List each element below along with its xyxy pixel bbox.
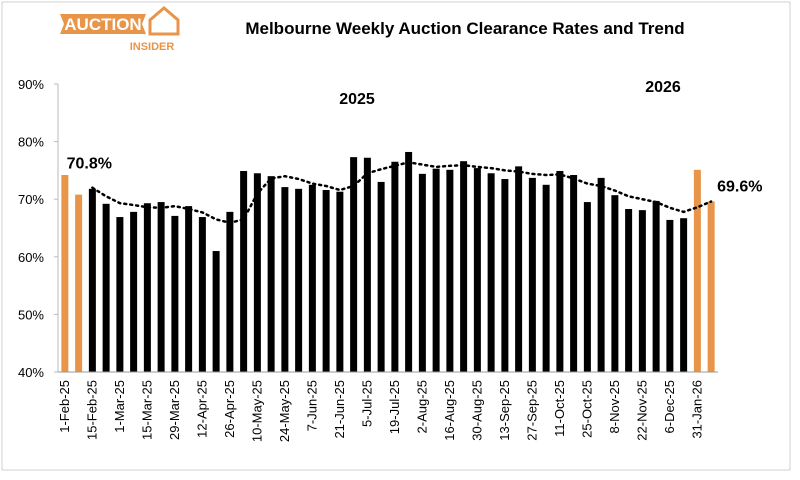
bar bbox=[88, 188, 96, 372]
x-tick-label: 1-Feb-25 bbox=[57, 380, 72, 433]
y-tick-label: 70% bbox=[18, 192, 44, 207]
y-tick-label: 90% bbox=[18, 77, 44, 92]
value-label: 69.6% bbox=[717, 179, 762, 196]
y-tick-label: 80% bbox=[18, 135, 44, 150]
y-tick-label: 60% bbox=[18, 250, 44, 265]
bar bbox=[130, 211, 138, 372]
bar bbox=[363, 157, 371, 372]
bar bbox=[185, 206, 193, 372]
x-tick-label: 21-Jun-25 bbox=[332, 380, 347, 439]
x-tick-label: 22-Nov-25 bbox=[634, 380, 649, 441]
bar bbox=[542, 184, 550, 372]
logo: AUCTION INSIDER bbox=[60, 6, 180, 53]
bar bbox=[281, 187, 289, 372]
x-tick-label: 5-Jul-25 bbox=[359, 380, 374, 427]
x-tick-label: 29-Mar-25 bbox=[167, 380, 182, 440]
bar bbox=[707, 201, 715, 372]
bar bbox=[240, 170, 248, 372]
x-tick-label: 26-Apr-25 bbox=[222, 380, 237, 438]
bar bbox=[308, 184, 316, 372]
x-tick-label: 15-Mar-25 bbox=[139, 380, 154, 440]
bar bbox=[102, 203, 110, 372]
logo-house bbox=[148, 6, 180, 36]
x-tick-label: 6-Dec-25 bbox=[662, 380, 677, 433]
bar bbox=[253, 173, 261, 372]
trend-line bbox=[91, 161, 713, 225]
bar bbox=[460, 161, 468, 372]
x-tick-label: 24-May-25 bbox=[277, 380, 292, 442]
y-tick-label: 40% bbox=[18, 365, 44, 380]
bar bbox=[693, 169, 701, 372]
bar bbox=[611, 195, 619, 372]
x-tick-label: 12-Apr-25 bbox=[194, 380, 209, 438]
bar bbox=[212, 251, 220, 372]
bar bbox=[322, 189, 330, 372]
bar bbox=[405, 151, 413, 372]
year-label: 2026 bbox=[645, 79, 681, 96]
bar bbox=[666, 219, 674, 372]
x-tick-label: 16-Aug-25 bbox=[442, 380, 457, 441]
x-tick-label: 11-Oct-25 bbox=[552, 380, 567, 437]
bar bbox=[418, 173, 426, 372]
logo-badge bbox=[60, 14, 146, 34]
bar bbox=[157, 202, 165, 372]
x-tick-label: 27-Sep-25 bbox=[524, 380, 539, 441]
x-tick-label: 2-Aug-25 bbox=[414, 380, 429, 433]
bar bbox=[652, 200, 660, 372]
x-tick-label: 19-Jul-25 bbox=[387, 380, 402, 434]
x-tick-label: 8-Nov-25 bbox=[607, 380, 622, 433]
bar bbox=[267, 176, 275, 372]
logo-subtext: INSIDER bbox=[130, 41, 175, 53]
x-tick-label: 30-Aug-25 bbox=[469, 380, 484, 441]
x-tick-label: 1-Mar-25 bbox=[112, 380, 127, 433]
bar bbox=[61, 175, 69, 372]
x-tick-label: 25-Oct-25 bbox=[579, 380, 594, 438]
bar bbox=[350, 157, 358, 372]
bar bbox=[226, 211, 234, 372]
bar bbox=[116, 217, 124, 372]
bar bbox=[570, 175, 578, 372]
bar bbox=[295, 188, 303, 372]
bar bbox=[515, 166, 523, 372]
logo-text: AUCTION bbox=[64, 15, 141, 34]
bar bbox=[473, 168, 481, 372]
bar bbox=[625, 208, 633, 372]
bar bbox=[556, 170, 564, 372]
value-label: 70.8% bbox=[67, 156, 112, 173]
y-tick-label: 50% bbox=[18, 307, 44, 322]
bar bbox=[171, 215, 179, 372]
bar bbox=[597, 177, 605, 372]
bar bbox=[446, 169, 454, 372]
bar bbox=[583, 202, 591, 372]
bar bbox=[680, 218, 688, 372]
x-tick-label: 15-Feb-25 bbox=[84, 380, 99, 440]
chart-title: Melbourne Weekly Auction Clearance Rates… bbox=[245, 19, 684, 38]
x-tick-label: 10-May-25 bbox=[249, 380, 264, 442]
x-tick-label: 7-Jun-25 bbox=[304, 380, 319, 431]
bar bbox=[638, 210, 646, 372]
bar bbox=[391, 161, 399, 372]
year-label: 2025 bbox=[339, 91, 375, 108]
bar bbox=[432, 168, 440, 372]
bar bbox=[501, 179, 509, 372]
bar bbox=[528, 177, 536, 372]
x-tick-label: 13-Sep-25 bbox=[497, 380, 512, 441]
bar bbox=[487, 173, 495, 372]
x-tick-label: 31-Jan-26 bbox=[689, 380, 704, 439]
bar bbox=[377, 181, 385, 372]
bar bbox=[143, 203, 151, 372]
bar bbox=[198, 217, 206, 372]
bar bbox=[336, 191, 344, 372]
bar bbox=[75, 194, 83, 372]
